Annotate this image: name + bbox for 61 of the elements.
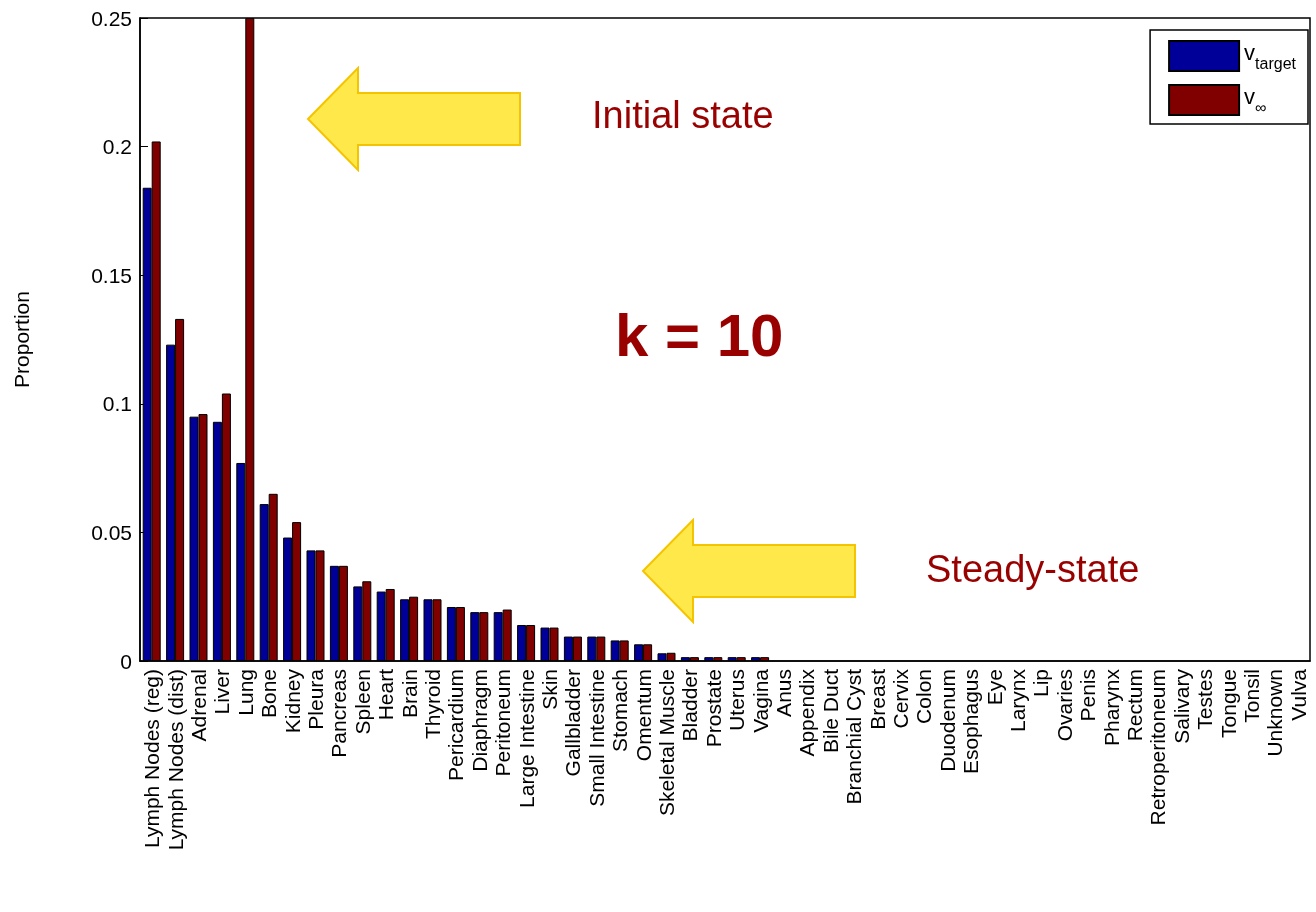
y-axis-title: Proportion xyxy=(10,291,33,388)
annotation: k = 10 xyxy=(615,301,784,369)
x-tick-label: Large Intestine xyxy=(514,669,538,808)
annotation: Initial state xyxy=(592,94,774,136)
x-tick-label: Esophagus xyxy=(959,669,983,775)
x-tick-label: Small Intestine xyxy=(584,669,608,807)
x-tick-label: Appendix xyxy=(795,668,819,757)
x-tick-label: Vagina xyxy=(748,668,772,733)
x-tick-label: Tonsil xyxy=(1240,669,1263,723)
x-tick-label: Pancreas xyxy=(327,669,351,758)
x-tick-label: Eye xyxy=(982,669,1006,706)
x-tick-label: Omentum xyxy=(631,669,655,762)
x-tick-label: Rectum xyxy=(1123,669,1146,742)
x-tick-label: Gallbladder xyxy=(561,669,585,777)
x-tick-label: Stomach xyxy=(608,669,632,752)
x-tick-label: Colon xyxy=(912,669,936,724)
x-tick-label: Breast xyxy=(865,668,889,730)
x-tick-label: Testes xyxy=(1193,669,1217,730)
x-tick-label: Adrenal xyxy=(187,669,210,742)
y-tick-label: 0.1 xyxy=(102,392,132,416)
x-tick-label: Heart xyxy=(374,668,398,721)
x-tick-label: Retroperitoneum xyxy=(1146,669,1170,826)
x-tick-label: Liver xyxy=(210,669,234,715)
x-tick-label: Kidney xyxy=(280,668,304,734)
x-tick-label: Pleura xyxy=(304,668,327,730)
x-tick-label: Lymph Nodes (dist) xyxy=(163,669,187,851)
x-tick-label: Tongue xyxy=(1216,669,1240,738)
x-tick-label: Prostate xyxy=(701,669,725,748)
x-tick-label: Brain xyxy=(397,669,421,719)
x-tick-label: Larynx xyxy=(1006,668,1029,733)
x-tick-label: Pharynx xyxy=(1099,668,1123,747)
annotation: Steady-state xyxy=(926,548,1140,590)
x-tick-label: Thyroid xyxy=(421,669,444,740)
x-tick-label: Diaphragm xyxy=(467,669,491,772)
x-tick-label: Spleen xyxy=(350,669,374,735)
x-tick-label: Bladder xyxy=(678,669,702,742)
x-tick-label: Cervix xyxy=(889,668,912,729)
x-tick-label: Lung xyxy=(233,669,257,716)
x-tick-label: Salivary xyxy=(1169,668,1193,744)
x-tick-label: Uterus xyxy=(725,669,749,731)
y-tick-label: 0.15 xyxy=(91,263,132,287)
x-tick-label: Ovaries xyxy=(1052,669,1076,742)
y-tick-label: 0.25 xyxy=(91,6,132,30)
legend-label: v∞ xyxy=(1244,83,1267,116)
x-tick-label: Lymph Nodes (reg) xyxy=(140,669,164,848)
x-tick-label: Vulva xyxy=(1286,668,1310,721)
x-tick-label: Anus xyxy=(772,669,795,717)
y-tick-label: 0.2 xyxy=(102,135,132,159)
x-tick-label: Peritoneum xyxy=(491,669,515,777)
x-tick-label: Pericardium xyxy=(444,669,468,782)
x-tick-label: Bile Duct xyxy=(818,668,842,754)
x-tick-label: Skin xyxy=(538,669,561,710)
x-tick-label: Skeletal Muscle xyxy=(655,669,678,817)
x-tick-label: Branchial Cyst xyxy=(842,668,866,805)
x-tick-label: Unknown xyxy=(1263,669,1287,757)
x-tick-label: Duodenum xyxy=(935,669,959,772)
x-tick-label: Bone xyxy=(257,669,281,719)
y-tick-label: 0 xyxy=(120,649,132,673)
y-tick-label: 0.05 xyxy=(91,520,132,544)
x-tick-label: Penis xyxy=(1076,669,1100,722)
x-tick-label: Lip xyxy=(1029,669,1053,698)
